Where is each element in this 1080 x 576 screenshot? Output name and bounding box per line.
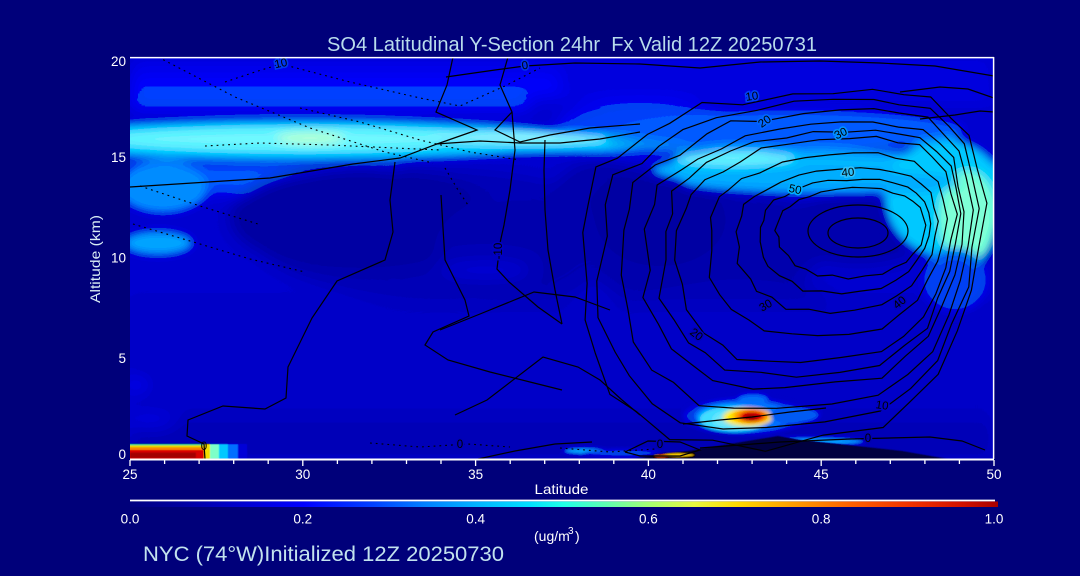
svg-text:5: 5 [118, 351, 126, 366]
svg-text:0: 0 [457, 439, 463, 451]
svg-text:-10: -10 [493, 243, 505, 260]
svg-text:10: 10 [111, 250, 126, 265]
svg-text:SO4 Latitudinal Y-Section 24hr: SO4 Latitudinal Y-Section 24hr Fx Valid … [327, 33, 817, 56]
svg-text:): ) [575, 528, 580, 544]
svg-text:20: 20 [111, 54, 126, 69]
svg-text:0: 0 [865, 433, 871, 445]
svg-text:Altitude (km): Altitude (km) [87, 215, 103, 303]
svg-text:NYC (74°W)Initialized 12Z 2025: NYC (74°W)Initialized 12Z 20250730 [143, 543, 504, 566]
svg-text:10: 10 [745, 90, 759, 104]
svg-text:40: 40 [841, 166, 855, 179]
svg-text:(ug/m: (ug/m [534, 528, 570, 544]
svg-text:1.0: 1.0 [985, 512, 1004, 527]
svg-text:0.0: 0.0 [121, 512, 140, 527]
svg-text:35: 35 [468, 467, 483, 482]
svg-text:15: 15 [111, 150, 126, 165]
svg-text:10: 10 [274, 57, 289, 71]
svg-text:50: 50 [986, 467, 1001, 482]
svg-text:3: 3 [568, 526, 574, 537]
svg-text:0.8: 0.8 [812, 512, 831, 527]
svg-text:Latitude: Latitude [535, 481, 589, 497]
svg-text:10: 10 [875, 399, 889, 413]
svg-text:0: 0 [118, 447, 126, 462]
svg-text:0.6: 0.6 [639, 512, 658, 527]
svg-text:0: 0 [201, 441, 207, 453]
svg-text:50: 50 [787, 183, 802, 197]
svg-text:25: 25 [122, 467, 137, 482]
svg-text:0: 0 [657, 439, 663, 451]
svg-text:40: 40 [641, 467, 656, 482]
svg-text:0.2: 0.2 [293, 512, 312, 527]
svg-text:0.4: 0.4 [466, 512, 485, 527]
svg-text:0: 0 [521, 60, 529, 73]
svg-text:45: 45 [814, 467, 829, 482]
svg-text:30: 30 [295, 467, 310, 482]
